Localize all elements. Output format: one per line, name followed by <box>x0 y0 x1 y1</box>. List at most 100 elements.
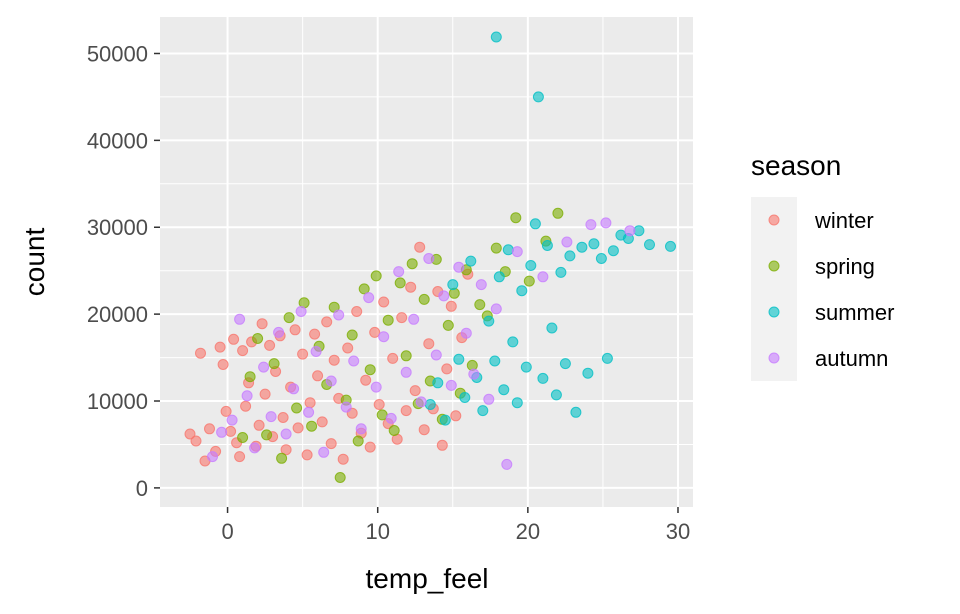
data-point-summer <box>607 245 619 257</box>
data-point-winter <box>396 312 408 324</box>
legend-marker-spring <box>768 260 780 272</box>
data-point-autumn <box>310 346 322 357</box>
data-point-autumn <box>370 381 382 393</box>
data-point-summer <box>665 240 676 252</box>
data-point-spring <box>552 207 564 219</box>
data-point-autumn <box>355 423 367 435</box>
data-point-spring <box>474 299 486 311</box>
data-point-winter <box>337 453 349 465</box>
data-point-autumn <box>234 313 246 325</box>
data-point-spring <box>237 432 249 443</box>
data-point-autumn <box>216 426 228 438</box>
data-point-winter <box>436 439 448 451</box>
data-point-winter <box>195 347 206 359</box>
data-point-summer <box>453 353 465 365</box>
data-point-autumn <box>265 411 277 423</box>
data-point-autumn <box>273 326 285 338</box>
data-point-winter <box>418 424 430 436</box>
y-axis-title: count <box>19 228 50 297</box>
data-point-autumn <box>348 355 360 367</box>
data-point-summer <box>537 372 549 384</box>
data-point-summer <box>595 253 607 264</box>
data-point-spring <box>261 429 273 441</box>
data-point-spring <box>252 333 264 344</box>
data-point-winter <box>297 348 309 360</box>
data-point-summer <box>582 367 594 379</box>
data-point-autumn <box>400 366 412 378</box>
data-point-winter <box>351 306 363 317</box>
data-point-summer <box>424 399 436 410</box>
data-point-spring <box>388 425 400 436</box>
data-point-spring <box>306 420 318 432</box>
data-point-winter <box>369 326 381 338</box>
data-point-winter <box>445 300 457 312</box>
data-point-autumn <box>258 361 270 373</box>
data-point-autumn <box>340 401 352 413</box>
data-point-spring <box>418 293 430 305</box>
data-point-summer <box>489 355 501 367</box>
data-point-autumn <box>624 225 636 237</box>
data-point-winter <box>405 281 417 293</box>
data-point-winter <box>328 354 340 366</box>
data-point-autumn <box>288 383 300 395</box>
data-point-summer <box>498 384 510 396</box>
legend-marker-winter <box>768 214 780 226</box>
data-point-winter <box>387 352 399 364</box>
data-point-autumn <box>295 306 307 317</box>
data-point-spring <box>490 242 502 254</box>
data-point-winter <box>321 316 333 328</box>
x-tick-label: 30 <box>666 519 690 544</box>
data-point-summer <box>432 377 444 389</box>
data-point-winter <box>237 345 249 357</box>
data-point-autumn <box>585 219 597 231</box>
y-tick-label: 50000 <box>87 41 148 66</box>
data-point-summer <box>490 31 502 43</box>
data-point-winter <box>414 241 426 253</box>
data-point-winter <box>228 333 240 345</box>
data-points <box>184 31 676 483</box>
data-point-winter <box>312 370 324 382</box>
data-point-winter <box>277 412 289 423</box>
axes: 0 10 20 30 0 10000 20000 30000 40000 50000 <box>87 41 690 544</box>
y-tick-label: 0 <box>136 476 148 501</box>
data-point-winter <box>256 318 268 330</box>
data-point-winter <box>234 451 246 463</box>
legend-label-winter: winter <box>814 208 874 233</box>
data-point-autumn <box>468 368 480 380</box>
data-point-spring <box>394 277 406 289</box>
data-point-autumn <box>453 261 465 273</box>
data-point-autumn <box>318 446 330 458</box>
data-point-spring <box>334 472 346 483</box>
data-point-summer <box>529 218 541 230</box>
data-point-winter <box>409 385 421 397</box>
data-point-winter <box>364 441 376 453</box>
data-point-winter <box>373 399 385 410</box>
legend: season winter spring summer autumn <box>751 150 894 381</box>
data-point-winter <box>292 422 304 434</box>
x-axis-title: temp_feel <box>366 563 489 594</box>
data-point-winter <box>450 410 462 422</box>
data-point-winter <box>342 342 354 354</box>
data-point-winter <box>309 328 321 340</box>
data-point-spring <box>523 275 535 287</box>
data-point-autumn <box>393 266 405 278</box>
data-point-autumn <box>511 246 523 258</box>
data-point-autumn <box>363 292 375 304</box>
data-point-winter <box>441 363 453 375</box>
data-point-spring <box>364 364 376 376</box>
data-point-winter <box>220 405 232 417</box>
y-tick-label: 10000 <box>87 389 148 414</box>
legend-title: season <box>751 150 841 181</box>
data-point-winter <box>214 341 226 353</box>
data-point-autumn <box>460 327 472 339</box>
data-point-summer <box>459 392 471 403</box>
data-point-autumn <box>423 253 435 264</box>
data-point-summer <box>532 91 544 103</box>
legend-marker-autumn <box>768 352 780 364</box>
data-point-winter <box>289 324 301 336</box>
data-point-summer <box>520 361 532 373</box>
data-point-summer <box>502 244 514 256</box>
data-point-autumn <box>385 412 397 424</box>
data-point-winter <box>360 374 372 386</box>
